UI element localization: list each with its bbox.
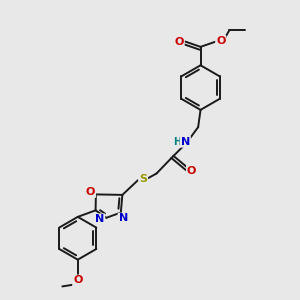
Text: N: N <box>181 137 190 147</box>
Text: O: O <box>174 37 184 46</box>
Text: N: N <box>118 214 128 224</box>
Text: N: N <box>95 214 104 224</box>
Text: H: H <box>173 137 181 147</box>
Text: O: O <box>187 166 196 176</box>
Text: S: S <box>139 174 147 184</box>
Text: O: O <box>216 36 225 46</box>
Text: O: O <box>86 187 95 197</box>
Text: O: O <box>73 275 83 286</box>
